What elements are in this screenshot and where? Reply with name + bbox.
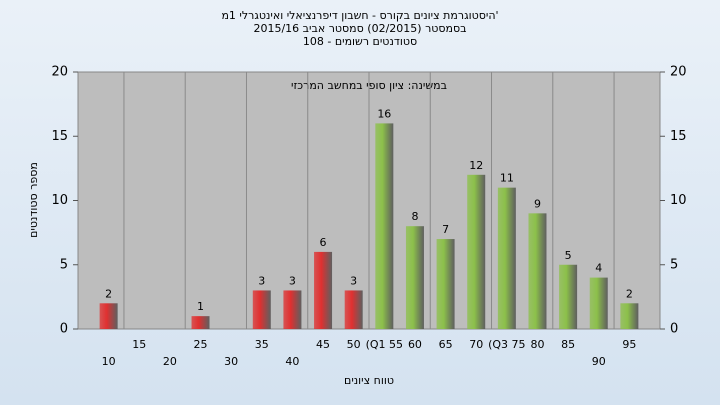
x-tick-label: 50: [347, 338, 361, 351]
data-label: 7: [442, 223, 449, 236]
data-label: 3: [350, 274, 357, 287]
x-tick-label: 80: [530, 338, 544, 351]
x-tick-label: 20: [163, 355, 177, 368]
x-tick-label: 60: [408, 338, 422, 351]
data-label: 9: [534, 197, 541, 210]
x-tick-label: 40: [285, 355, 299, 368]
y-axis-label: מספר סטודנטים: [27, 162, 40, 238]
y2-tick-label: 10: [670, 193, 687, 208]
bar: [467, 174, 486, 329]
y2-tick-label: 20: [670, 65, 687, 80]
x-tick-label: 85: [561, 338, 575, 351]
x-tick-label: (Q1 55: [366, 338, 403, 351]
x-tick-label: 30: [224, 355, 238, 368]
bar: [314, 251, 333, 329]
bar: [344, 290, 363, 329]
x-tick-label: 65: [439, 338, 453, 351]
data-label: 3: [258, 274, 265, 287]
x-tick-label: 70: [469, 338, 483, 351]
data-label: 12: [469, 159, 483, 172]
data-label: 11: [500, 172, 514, 185]
x-tick-label: 25: [194, 338, 208, 351]
bar: [99, 303, 118, 329]
bar: [405, 226, 424, 329]
title-line: סטודנטים רשומים - 108: [303, 35, 417, 48]
title-line: בסמסטר (02/2015) סמסטר אביב 2015/16: [253, 22, 466, 35]
y2-tick-label: 0: [670, 322, 678, 337]
data-label: 3: [289, 274, 296, 287]
y-tick-label: 20: [51, 65, 68, 80]
y2-tick-label: 5: [670, 257, 678, 272]
bar: [436, 239, 455, 329]
y-tick-label: 5: [60, 257, 68, 272]
bar: [497, 187, 516, 329]
data-label: 1: [197, 300, 204, 313]
title-line: היסטוגרמת ציונים בקורס - חשבון דיפרנציאל…: [221, 9, 498, 22]
x-tick-label: 10: [102, 355, 116, 368]
y-tick-label: 0: [60, 322, 68, 337]
bar: [191, 316, 210, 329]
data-label: 6: [320, 236, 327, 249]
data-label: 5: [565, 249, 572, 262]
bar: [589, 277, 608, 329]
bar: [283, 290, 302, 329]
y-tick-label: 10: [51, 193, 68, 208]
bar: [620, 303, 639, 329]
x-tick-label: 90: [592, 355, 606, 368]
data-label: 4: [595, 262, 602, 275]
x-tick-label: 45: [316, 338, 330, 351]
x-tick-label: 35: [255, 338, 269, 351]
data-label: 16: [377, 107, 391, 120]
y2-tick-label: 15: [670, 129, 687, 144]
x-axis-label: טווח ציונים: [344, 374, 394, 387]
bar: [559, 264, 578, 329]
data-label: 2: [626, 287, 633, 300]
bar: [252, 290, 271, 329]
bar: [375, 123, 394, 330]
x-tick-label: (Q3 75: [488, 338, 525, 351]
x-tick-label: 15: [132, 338, 146, 351]
x-tick-label: 95: [622, 338, 636, 351]
bar: [528, 213, 547, 329]
data-label: 2: [105, 287, 112, 300]
data-label: 8: [411, 210, 418, 223]
y-tick-label: 15: [51, 129, 68, 144]
